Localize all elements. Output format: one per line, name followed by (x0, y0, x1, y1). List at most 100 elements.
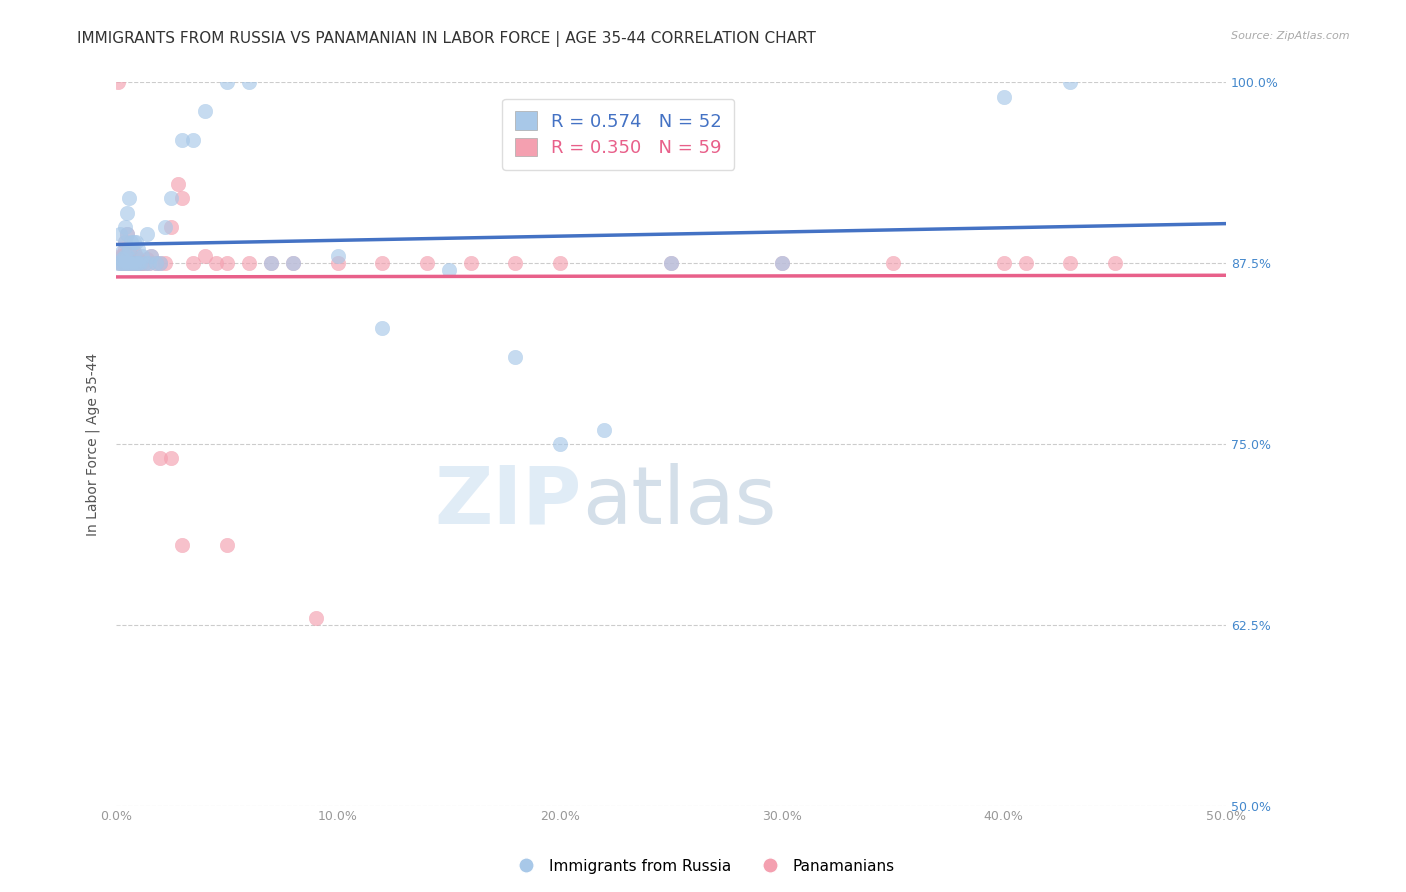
Point (204, 256, 226, 270)
Point (238, 256, 260, 270)
Point (114, 249, 136, 263)
Point (111, 244, 134, 259)
Point (118, 256, 141, 270)
Point (118, 242, 141, 256)
Point (194, 249, 217, 263)
Point (659, 256, 682, 270)
Point (115, 205, 138, 219)
Point (172, 191, 194, 205)
Point (505, 256, 527, 270)
Point (122, 256, 145, 270)
Point (108, 256, 131, 270)
Point (548, 437, 571, 451)
Point (120, 256, 142, 270)
Point (415, 256, 437, 270)
Point (122, 256, 145, 270)
Point (1104, 256, 1126, 270)
Point (770, 256, 793, 270)
Point (108, 249, 131, 263)
Text: ZIP: ZIP (434, 463, 582, 541)
Point (153, 220, 176, 235)
Point (118, 256, 141, 270)
Point (882, 256, 904, 270)
Point (1015, 256, 1038, 270)
Point (145, 256, 167, 270)
Point (131, 249, 153, 263)
Point (238, 75, 260, 89)
Point (111, 256, 134, 270)
Point (145, 256, 167, 270)
Point (283, 256, 305, 270)
Point (115, 249, 138, 263)
Point (1059, 75, 1081, 89)
Point (993, 90, 1015, 104)
Point (172, 133, 194, 147)
Point (131, 256, 153, 270)
Point (111, 249, 134, 263)
Point (141, 249, 163, 263)
Point (304, 610, 326, 624)
Point (125, 235, 148, 249)
Point (260, 256, 283, 270)
Point (149, 256, 172, 270)
Y-axis label: In Labor Force | Age 35-44: In Labor Force | Age 35-44 (86, 352, 100, 535)
Point (115, 256, 138, 270)
Point (371, 256, 394, 270)
Point (135, 227, 157, 242)
Point (118, 191, 141, 205)
Point (114, 242, 136, 256)
Point (107, 75, 129, 89)
Point (115, 249, 138, 263)
Point (114, 256, 136, 270)
Point (548, 256, 571, 270)
Point (437, 263, 460, 277)
Point (194, 104, 217, 119)
Point (160, 191, 183, 205)
Point (460, 256, 482, 270)
Point (114, 256, 136, 270)
Point (1059, 256, 1081, 270)
Point (118, 252, 141, 266)
Point (770, 256, 793, 270)
Point (125, 249, 148, 263)
Point (127, 256, 149, 270)
Legend: R = 0.574   N = 52, R = 0.350   N = 59: R = 0.574 N = 52, R = 0.350 N = 59 (502, 99, 734, 169)
Point (134, 256, 156, 270)
Point (111, 252, 134, 266)
Point (125, 256, 148, 270)
Text: Source: ZipAtlas.com: Source: ZipAtlas.com (1232, 31, 1350, 41)
Point (108, 227, 131, 242)
Point (134, 256, 156, 270)
Point (153, 256, 176, 270)
Point (127, 256, 149, 270)
Point (160, 451, 183, 466)
Point (122, 235, 145, 249)
Legend: Immigrants from Russia, Panamanians: Immigrants from Russia, Panamanians (505, 853, 901, 880)
Point (215, 256, 238, 270)
Point (115, 227, 138, 242)
Point (149, 256, 172, 270)
Point (138, 256, 160, 270)
Point (107, 256, 129, 270)
Point (114, 220, 136, 235)
Point (129, 256, 152, 270)
Point (120, 249, 142, 263)
Point (326, 249, 349, 263)
Point (141, 249, 163, 263)
Point (167, 177, 190, 191)
Point (183, 256, 205, 270)
Point (127, 242, 149, 256)
Point (111, 256, 134, 270)
Point (129, 256, 152, 270)
Point (125, 256, 148, 270)
Point (659, 256, 682, 270)
Point (183, 133, 205, 147)
Point (115, 256, 138, 270)
Point (122, 244, 145, 259)
Point (135, 252, 157, 266)
Point (115, 227, 138, 242)
Point (371, 321, 394, 335)
Point (215, 538, 238, 552)
Text: IMMIGRANTS FROM RUSSIA VS PANAMANIAN IN LABOR FORCE | AGE 35-44 CORRELATION CHAR: IMMIGRANTS FROM RUSSIA VS PANAMANIAN IN … (77, 31, 817, 47)
Point (149, 451, 172, 466)
